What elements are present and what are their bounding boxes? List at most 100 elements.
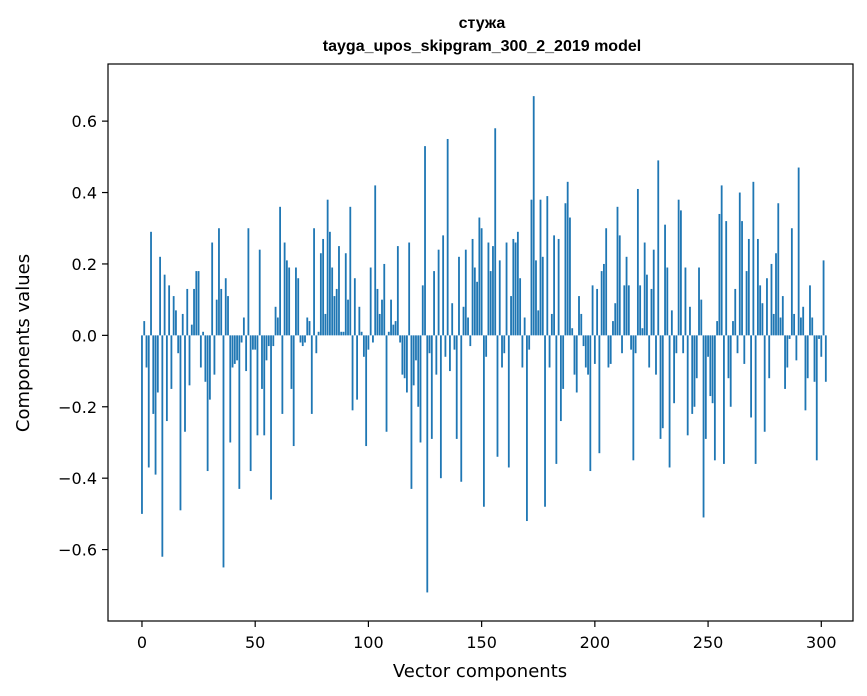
bar <box>390 299 392 336</box>
bar <box>666 267 669 336</box>
bar <box>797 167 800 336</box>
bar <box>240 335 243 343</box>
bar <box>376 288 379 336</box>
bar <box>555 335 558 464</box>
bar <box>340 331 343 336</box>
x-tick-label: 50 <box>245 633 265 652</box>
y-tick-label: 0.6 <box>72 112 97 131</box>
bar <box>460 335 463 482</box>
x-axis-ticks: 0 50 100 150 200 250 300 <box>137 621 837 652</box>
bar <box>553 235 555 336</box>
bar <box>143 321 146 336</box>
bar <box>265 335 268 361</box>
bar <box>600 271 603 336</box>
bar <box>233 335 236 364</box>
bar <box>564 203 567 336</box>
bar <box>435 335 438 375</box>
bar <box>152 335 155 414</box>
x-tick-label: 0 <box>137 633 147 652</box>
chart-title: стужа <box>459 15 506 32</box>
bar <box>800 317 802 336</box>
bar <box>392 324 395 336</box>
bar <box>446 138 449 336</box>
bar <box>254 335 257 350</box>
bar <box>809 285 811 336</box>
bar <box>806 335 809 379</box>
bar <box>147 335 150 468</box>
bar <box>766 278 768 336</box>
bar <box>650 288 653 336</box>
bar <box>428 335 431 354</box>
bar <box>729 335 732 407</box>
x-tick-label: 100 <box>353 633 384 652</box>
bar <box>154 335 157 475</box>
bar <box>374 185 377 336</box>
bar <box>790 228 793 336</box>
bar <box>607 335 610 368</box>
bar <box>299 335 302 343</box>
bar <box>781 296 784 336</box>
bar <box>349 206 352 336</box>
bar <box>646 274 648 336</box>
y-axis-label: Components values <box>13 254 34 432</box>
y-axis-ticks: −0.6 −0.4 −0.2 0.0 0.2 0.4 0.6 <box>58 112 108 560</box>
bar <box>288 267 291 336</box>
bar <box>557 238 560 336</box>
bar <box>559 335 562 422</box>
bar <box>811 317 814 336</box>
bar <box>700 299 703 336</box>
bar <box>784 335 786 389</box>
bar <box>372 335 374 343</box>
bar <box>718 213 721 336</box>
bar <box>297 278 300 336</box>
bar <box>584 335 587 368</box>
bar <box>641 328 644 336</box>
bar <box>344 253 347 336</box>
bar <box>519 278 522 336</box>
bar <box>165 335 168 422</box>
bar <box>496 335 499 457</box>
bar <box>199 335 202 368</box>
bar <box>537 310 540 336</box>
bar <box>655 335 657 375</box>
bar <box>317 331 320 336</box>
bar <box>181 313 184 336</box>
bar <box>229 335 232 443</box>
bar <box>168 285 171 336</box>
bar <box>408 242 411 336</box>
bar <box>426 335 429 593</box>
bar <box>381 299 383 336</box>
y-tick-label: −0.4 <box>58 469 97 488</box>
bar <box>453 335 456 350</box>
bar <box>193 288 195 336</box>
bar <box>367 335 370 350</box>
bar <box>686 335 689 436</box>
bar <box>546 196 549 336</box>
x-tick-label: 250 <box>693 633 724 652</box>
y-tick-label: −0.2 <box>58 398 97 417</box>
bar <box>283 242 286 336</box>
bar <box>625 256 628 336</box>
bar <box>598 335 601 454</box>
bar <box>777 203 780 336</box>
bar <box>333 296 336 336</box>
bar <box>670 310 673 336</box>
bar <box>249 335 252 472</box>
bar <box>693 335 696 407</box>
bar <box>713 335 716 461</box>
bar <box>544 335 546 507</box>
chart-subtitle: tayga_upos_skipgram_300_2_2019 model <box>323 38 641 55</box>
bar <box>612 321 614 336</box>
bar <box>433 271 435 336</box>
bar <box>417 335 420 407</box>
bar <box>360 331 363 336</box>
bar <box>822 260 825 336</box>
bar <box>535 260 537 336</box>
bar <box>335 288 338 336</box>
bar <box>410 335 413 489</box>
bar <box>788 335 791 339</box>
bar <box>571 328 574 336</box>
bar <box>188 335 191 386</box>
bar <box>698 267 700 336</box>
bar <box>222 335 225 568</box>
